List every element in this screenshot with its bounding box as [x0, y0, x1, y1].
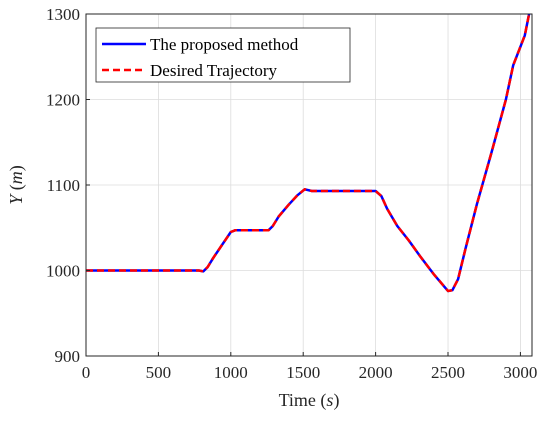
- x-tick-label: 500: [146, 363, 172, 382]
- x-tick-label: 0: [82, 363, 91, 382]
- series-layer: [86, 13, 531, 293]
- x-axis-label-unit: s: [326, 390, 333, 410]
- y-axis-label: Y (m): [6, 165, 27, 205]
- y-tick-label: 1000: [46, 262, 80, 281]
- x-tick-label: 1000: [214, 363, 248, 382]
- x-tick-label: 3000: [503, 363, 537, 382]
- series-line-desired: [86, 13, 531, 293]
- y-axis-label-var: Y: [6, 193, 26, 205]
- y-axis-label-unit: m: [6, 171, 26, 184]
- y-tick-label: 1100: [47, 176, 80, 195]
- x-tick-label: 1500: [286, 363, 320, 382]
- legend: The proposed method Desired Trajectory: [95, 27, 351, 83]
- x-tick-label: 2500: [431, 363, 465, 382]
- y-axis-label-open: (: [6, 184, 27, 195]
- legend-box: [95, 27, 351, 83]
- legend-label-desired: Desired Trajectory: [150, 61, 278, 80]
- ticks: 0 500 1000 1500 2000 2500 3000 900 1000 1100 1200 1…: [46, 5, 537, 382]
- x-axis-label-word: Time (: [279, 390, 327, 411]
- y-tick-label: 900: [55, 347, 81, 366]
- y-tick-label: 1300: [46, 5, 80, 24]
- y-axis-label-close: ): [6, 165, 27, 171]
- x-tick-label: 2000: [359, 363, 393, 382]
- y-tick-label: 1200: [46, 91, 80, 110]
- legend-label-proposed: The proposed method: [150, 35, 299, 54]
- x-axis-label-close: ): [333, 390, 339, 411]
- x-axis-label: Time (s): [279, 390, 340, 411]
